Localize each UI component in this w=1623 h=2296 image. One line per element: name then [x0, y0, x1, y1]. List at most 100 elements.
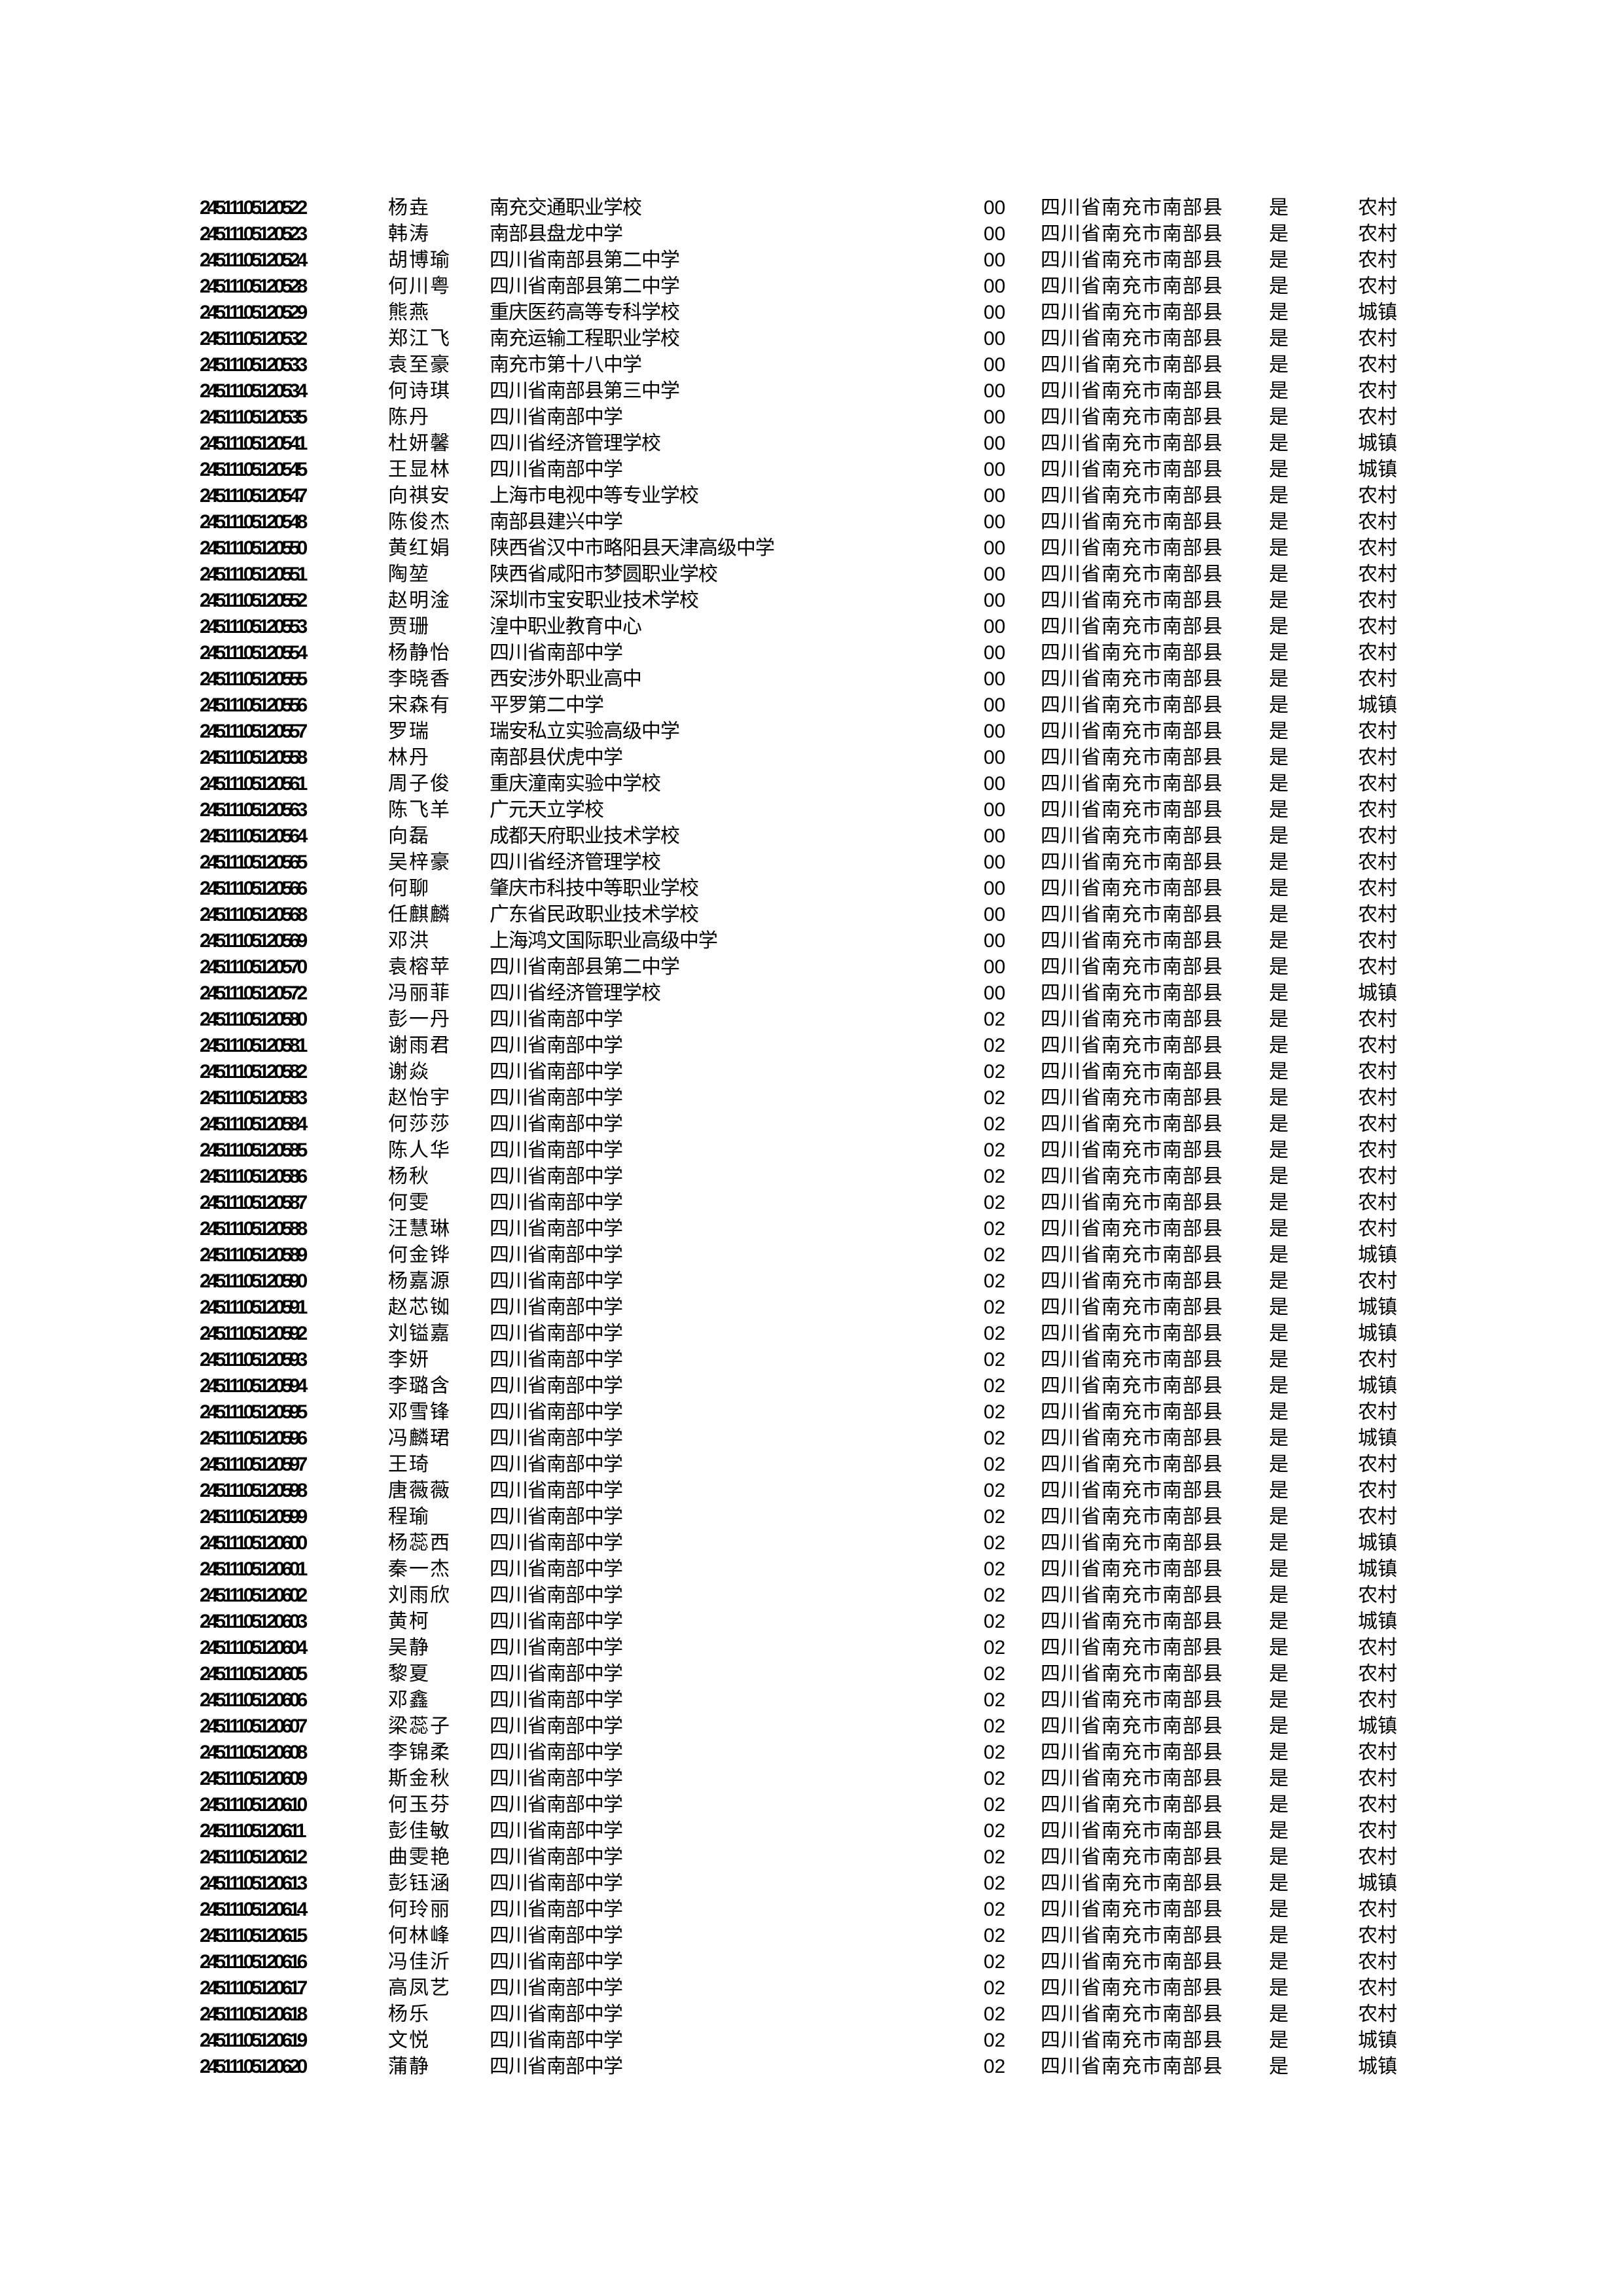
cell-name: 吴静 — [388, 1637, 430, 1659]
cell-residence: 农村 — [1358, 406, 1397, 428]
cell-school: 四川省南部中学 — [490, 1375, 623, 1397]
cell-code: 00 — [984, 825, 1006, 847]
cell-residence: 农村 — [1358, 1480, 1397, 1501]
cell-code: 02 — [984, 1454, 1006, 1475]
cell-region: 四川省南充市南部县 — [1041, 1506, 1223, 1528]
cell-region: 四川省南充市南部县 — [1041, 1768, 1223, 1789]
cell-flag: 是 — [1269, 852, 1289, 873]
cell-name: 韩涛 — [388, 223, 430, 245]
cell-residence: 农村 — [1358, 1689, 1397, 1711]
cell-residence: 农村 — [1358, 1925, 1397, 1946]
table-row: 24511105120597 王琦 四川省南部中学 02 四川省南充市南部县 是 农村 — [200, 1452, 1623, 1478]
cell-school: 四川省南部县第二中学 — [490, 249, 680, 271]
cell-exam-id: 24511105120529 — [200, 302, 308, 323]
cell-code: 00 — [984, 930, 1006, 952]
cell-flag: 是 — [1269, 1323, 1289, 1344]
cell-residence: 农村 — [1358, 878, 1397, 899]
cell-residence: 农村 — [1358, 197, 1397, 219]
cell-code: 02 — [984, 1480, 1006, 1501]
cell-flag: 是 — [1269, 2030, 1289, 2051]
table-row: 24511105120556 宋森有 平罗第二中学 00 四川省南充市南部县 是 城镇 — [200, 692, 1623, 719]
cell-exam-id: 24511105120585 — [200, 1139, 308, 1161]
cell-region: 四川省南充市南部县 — [1041, 223, 1223, 245]
cell-exam-id: 24511105120588 — [200, 1218, 308, 1240]
cell-name: 王琦 — [388, 1454, 430, 1475]
cell-residence: 城镇 — [1358, 982, 1397, 1004]
cell-name: 李晓香 — [388, 668, 451, 690]
cell-region: 四川省南充市南部县 — [1041, 642, 1223, 664]
cell-exam-id: 24511105120592 — [200, 1323, 308, 1344]
cell-school: 四川省南部中学 — [490, 2030, 623, 2051]
cell-residence: 农村 — [1358, 956, 1397, 978]
cell-flag: 是 — [1269, 799, 1289, 821]
table-row: 24511105120602 刘雨欣 四川省南部中学 02 四川省南充市南部县 是 农村 — [200, 1583, 1623, 1609]
cell-name: 邓雪锋 — [388, 1401, 451, 1423]
cell-flag: 是 — [1269, 1742, 1289, 1763]
cell-school: 四川省南部中学 — [490, 1323, 623, 1344]
cell-flag: 是 — [1269, 642, 1289, 664]
table-row: 24511105120570 袁榕苹 四川省南部县第二中学 00 四川省南充市南部县 是 农… — [200, 954, 1623, 980]
cell-flag: 是 — [1269, 1270, 1289, 1292]
cell-code: 02 — [984, 1611, 1006, 1632]
cell-residence: 城镇 — [1358, 1715, 1397, 1737]
cell-code: 02 — [984, 1401, 1006, 1423]
cell-region: 四川省南充市南部县 — [1041, 1977, 1223, 1999]
cell-school: 四川省南部中学 — [490, 1113, 623, 1135]
cell-exam-id: 24511105120535 — [200, 406, 308, 428]
cell-name: 陈飞羊 — [388, 799, 451, 821]
cell-region: 四川省南充市南部县 — [1041, 1585, 1223, 1606]
cell-region: 四川省南充市南部县 — [1041, 249, 1223, 271]
cell-region: 四川省南充市南部县 — [1041, 590, 1223, 611]
cell-exam-id: 24511105120587 — [200, 1192, 308, 1213]
cell-name: 罗瑞 — [388, 721, 430, 742]
cell-school: 四川省南部中学 — [490, 1637, 623, 1659]
cell-code: 00 — [984, 773, 1006, 795]
table-row: 24511105120580 彭一丹 四川省南部中学 02 四川省南充市南部县 是 农村 — [200, 1007, 1623, 1033]
cell-name: 何玲丽 — [388, 1899, 451, 1920]
cell-flag: 是 — [1269, 2003, 1289, 2025]
cell-exam-id: 24511105120602 — [200, 1585, 308, 1606]
cell-region: 四川省南充市南部县 — [1041, 1244, 1223, 1266]
cell-code: 02 — [984, 2056, 1006, 2077]
cell-name: 赵芯铷 — [388, 1297, 451, 1318]
cell-code: 02 — [984, 1375, 1006, 1397]
cell-region: 四川省南充市南部县 — [1041, 930, 1223, 952]
cell-school: 湟中职业教育中心 — [490, 616, 642, 637]
cell-school: 四川省南部中学 — [490, 1794, 623, 1816]
cell-name: 唐薇薇 — [388, 1480, 451, 1501]
cell-residence: 农村 — [1358, 721, 1397, 742]
cell-flag: 是 — [1269, 380, 1289, 402]
cell-exam-id: 24511105120610 — [200, 1794, 308, 1816]
cell-name: 袁至豪 — [388, 354, 451, 376]
cell-name: 冯丽菲 — [388, 982, 451, 1004]
cell-residence: 城镇 — [1358, 1532, 1397, 1554]
table-row: 24511105120593 李妍 四川省南部中学 02 四川省南充市南部县 是 农村 — [200, 1347, 1623, 1373]
cell-school: 四川省南部中学 — [490, 1139, 623, 1161]
cell-exam-id: 24511105120612 — [200, 1846, 308, 1868]
cell-code: 02 — [984, 1506, 1006, 1528]
cell-school: 四川省南部中学 — [490, 1349, 623, 1371]
cell-region: 四川省南充市南部县 — [1041, 1715, 1223, 1737]
cell-school: 四川省南部中学 — [490, 1611, 623, 1632]
cell-flag: 是 — [1269, 721, 1289, 742]
cell-school: 广东省民政职业技术学校 — [490, 904, 699, 925]
cell-exam-id: 24511105120608 — [200, 1742, 308, 1763]
cell-flag: 是 — [1269, 537, 1289, 559]
cell-exam-id: 24511105120557 — [200, 721, 308, 742]
cell-region: 四川省南充市南部县 — [1041, 1480, 1223, 1501]
table-row: 24511105120534 何诗琪 四川省南部县第三中学 00 四川省南充市南部县 是 农… — [200, 378, 1623, 404]
cell-name: 任麒麟 — [388, 904, 451, 925]
cell-residence: 农村 — [1358, 1585, 1397, 1606]
cell-flag: 是 — [1269, 1611, 1289, 1632]
table-row: 24511105120596 冯麟珺 四川省南部中学 02 四川省南充市南部县 是 城镇 — [200, 1426, 1623, 1452]
cell-flag: 是 — [1269, 433, 1289, 454]
cell-exam-id: 24511105120553 — [200, 616, 308, 637]
cell-name: 杜妍馨 — [388, 433, 451, 454]
cell-name: 黎夏 — [388, 1663, 430, 1685]
cell-school: 陕西省汉中市略阳县天津高级中学 — [490, 537, 775, 559]
cell-name: 陶堃 — [388, 564, 430, 585]
table-row: 24511105120529 熊燕 重庆医药高等专科学校 00 四川省南充市南部县 是 城镇 — [200, 300, 1623, 326]
cell-residence: 农村 — [1358, 773, 1397, 795]
table-row: 24511105120551 陶堃 陕西省咸阳市梦圆职业学校 00 四川省南充市南部县 是… — [200, 562, 1623, 588]
cell-name: 周子俊 — [388, 773, 451, 795]
